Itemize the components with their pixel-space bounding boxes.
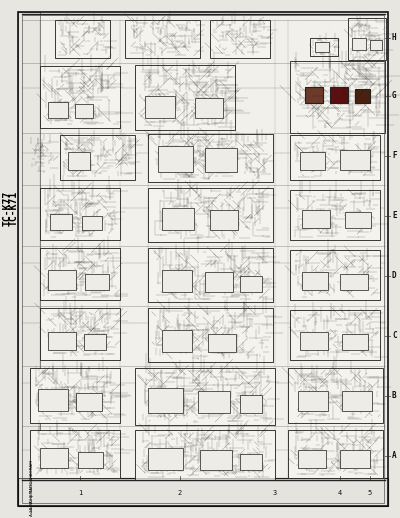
Bar <box>370 40 382 50</box>
Bar <box>18 478 388 506</box>
Bar <box>300 332 328 350</box>
Bar <box>40 248 120 300</box>
Bar <box>302 210 330 228</box>
Bar <box>340 274 368 290</box>
Bar <box>135 430 275 480</box>
Bar <box>40 66 120 128</box>
Bar <box>298 450 326 468</box>
Bar <box>198 391 230 413</box>
Bar <box>162 270 192 292</box>
Bar <box>162 330 192 352</box>
Bar <box>195 98 223 118</box>
Bar <box>148 134 273 182</box>
Bar <box>76 393 102 411</box>
Bar <box>290 61 385 133</box>
Bar <box>210 210 238 230</box>
Text: 1: 1 <box>78 490 82 496</box>
Text: B: B <box>392 392 397 400</box>
Text: TC-K71: TC-K71 <box>9 191 19 226</box>
Bar <box>240 276 262 292</box>
Bar <box>310 38 338 56</box>
Bar <box>290 135 380 180</box>
Text: TC-K77: TC-K77 <box>3 191 13 226</box>
Bar <box>162 208 194 230</box>
Bar <box>288 368 383 423</box>
Bar <box>148 308 273 362</box>
Text: A: A <box>392 452 397 461</box>
Bar <box>50 214 72 230</box>
Bar <box>75 104 93 118</box>
Bar <box>200 450 232 470</box>
Bar <box>148 188 273 242</box>
Bar <box>290 310 380 360</box>
Bar <box>342 391 372 411</box>
Bar <box>55 20 110 58</box>
Text: H: H <box>392 34 397 42</box>
Bar <box>210 20 270 58</box>
Bar <box>330 87 348 103</box>
Text: 4: 4 <box>338 490 342 496</box>
Bar <box>145 96 175 118</box>
Bar <box>340 450 370 468</box>
Bar <box>40 188 120 240</box>
Bar <box>148 388 183 413</box>
Bar <box>18 12 40 478</box>
Bar <box>40 308 120 360</box>
Bar <box>82 216 102 230</box>
Bar <box>78 452 103 468</box>
Bar <box>135 65 235 130</box>
Bar <box>68 152 90 170</box>
Text: E: E <box>392 211 397 221</box>
Bar <box>205 148 237 172</box>
Bar <box>158 146 193 172</box>
Bar <box>342 334 368 350</box>
Bar <box>148 448 183 470</box>
Bar <box>30 368 120 423</box>
Bar <box>48 332 76 350</box>
Bar <box>148 248 273 302</box>
Bar <box>85 274 109 290</box>
Bar <box>352 38 366 50</box>
Text: Audio Amp Section: Audio Amp Section <box>30 477 34 515</box>
Bar <box>125 20 200 58</box>
Bar <box>290 250 380 300</box>
Bar <box>305 87 323 103</box>
Text: 14. SCHEMATIC DIAGRAM: 14. SCHEMATIC DIAGRAM <box>30 460 34 512</box>
Text: G: G <box>392 92 397 100</box>
Text: D: D <box>392 271 397 281</box>
Bar <box>48 102 68 118</box>
Bar <box>302 272 328 290</box>
Bar <box>240 454 262 470</box>
Bar <box>355 89 370 103</box>
Bar <box>240 395 262 413</box>
Text: 2: 2 <box>178 490 182 496</box>
Text: 3: 3 <box>273 490 277 496</box>
Text: F: F <box>392 151 397 161</box>
Bar <box>205 272 233 292</box>
Bar <box>40 448 68 468</box>
Bar <box>290 190 380 240</box>
Bar <box>208 334 236 352</box>
Bar <box>298 391 328 411</box>
Bar <box>288 430 383 478</box>
Bar <box>340 150 370 170</box>
Bar <box>30 430 120 478</box>
Bar <box>345 212 371 228</box>
Text: C: C <box>392 332 397 340</box>
Bar <box>348 18 386 60</box>
Bar <box>48 270 76 290</box>
Bar <box>315 42 329 52</box>
Bar <box>84 334 106 350</box>
Bar <box>38 389 68 411</box>
Text: 5: 5 <box>368 490 372 496</box>
Bar <box>60 135 135 180</box>
Bar <box>300 152 325 170</box>
Bar <box>135 368 275 425</box>
